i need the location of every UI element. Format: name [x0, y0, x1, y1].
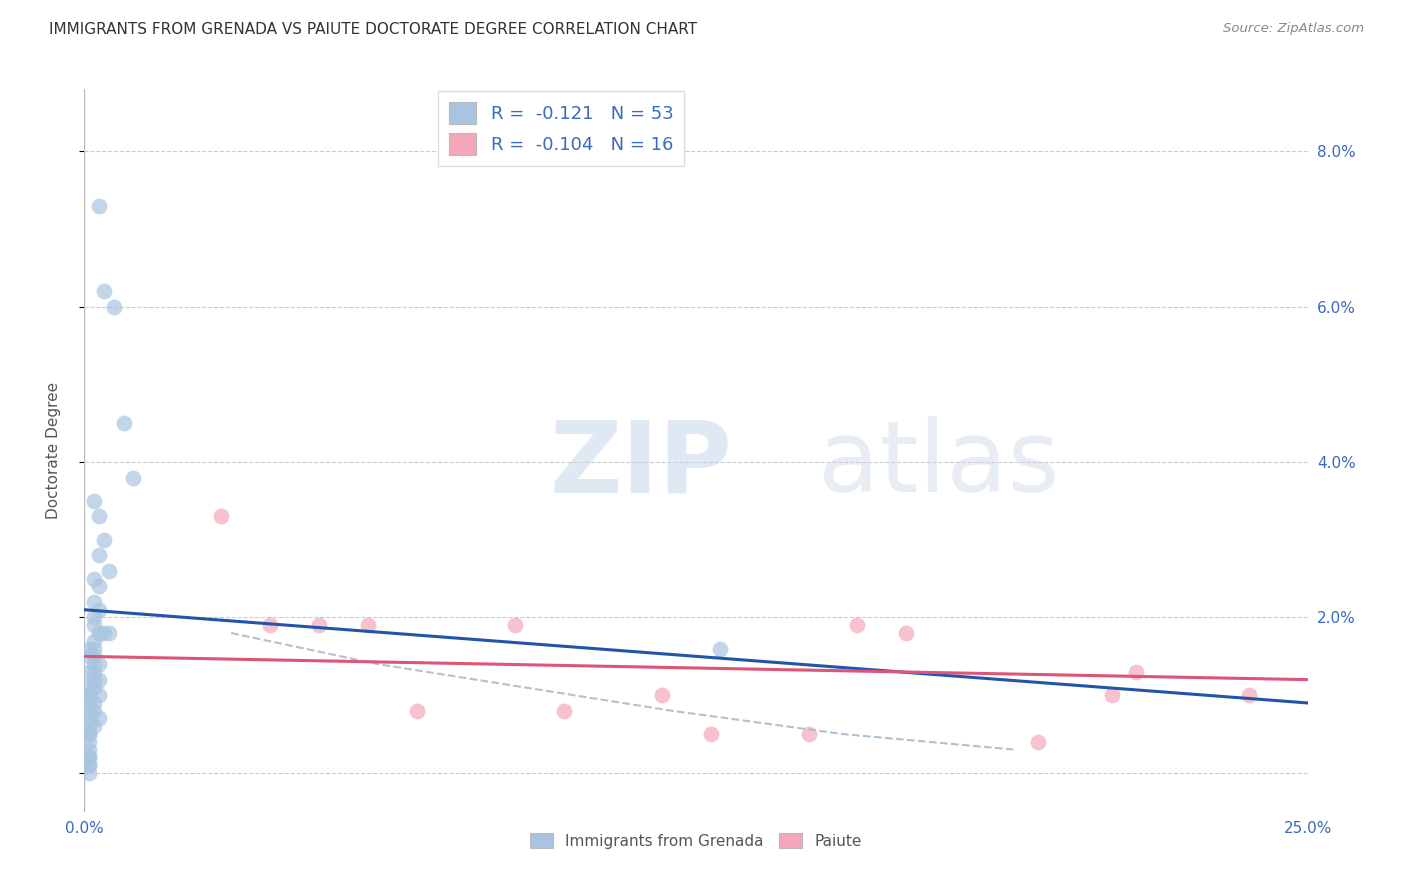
- Point: [77, 758, 100, 772]
- Point: [77, 758, 100, 772]
- Point: [77, 727, 100, 741]
- Point: [77, 735, 100, 749]
- Point: [896, 626, 918, 640]
- Text: Source: ZipAtlas.com: Source: ZipAtlas.com: [1223, 22, 1364, 36]
- Point: [77, 750, 100, 764]
- Point: [87, 509, 110, 524]
- Point: [1028, 735, 1050, 749]
- Text: atlas: atlas: [818, 417, 1060, 514]
- Point: [83, 633, 105, 648]
- Point: [93, 533, 115, 547]
- Point: [77, 688, 100, 702]
- Point: [77, 704, 100, 718]
- Point: [83, 494, 105, 508]
- Point: [83, 641, 105, 656]
- Point: [1125, 665, 1147, 679]
- Point: [77, 765, 100, 780]
- Point: [87, 688, 110, 702]
- Point: [357, 618, 380, 632]
- Point: [83, 681, 105, 695]
- Point: [83, 649, 105, 664]
- Point: [83, 719, 105, 733]
- Point: [83, 657, 105, 672]
- Point: [77, 665, 100, 679]
- Point: [77, 641, 100, 656]
- Point: [77, 750, 100, 764]
- Point: [87, 549, 110, 563]
- Point: [77, 696, 100, 710]
- Point: [699, 727, 721, 741]
- Point: [97, 626, 120, 640]
- Point: [651, 688, 673, 702]
- Point: [77, 681, 100, 695]
- Point: [846, 618, 869, 632]
- Point: [83, 595, 105, 609]
- Point: [97, 564, 120, 578]
- Point: [77, 688, 100, 702]
- Point: [209, 509, 232, 524]
- Point: [87, 657, 110, 672]
- Point: [77, 719, 100, 733]
- Point: [87, 199, 110, 213]
- Point: [93, 626, 115, 640]
- Point: [1101, 688, 1123, 702]
- Point: [77, 711, 100, 725]
- Point: [87, 673, 110, 687]
- Point: [93, 284, 115, 298]
- Point: [553, 704, 575, 718]
- Point: [1237, 688, 1260, 702]
- Point: [797, 727, 820, 741]
- Point: [87, 603, 110, 617]
- Point: [503, 618, 526, 632]
- Point: [87, 626, 110, 640]
- Point: [77, 649, 100, 664]
- Point: [103, 300, 125, 314]
- Point: [308, 618, 330, 632]
- Point: [709, 641, 731, 656]
- Point: [112, 417, 135, 431]
- Point: [83, 572, 105, 586]
- Point: [259, 618, 281, 632]
- Point: [122, 470, 145, 484]
- Point: [77, 727, 100, 741]
- Point: [83, 665, 105, 679]
- Point: [87, 579, 110, 593]
- Point: [83, 696, 105, 710]
- Y-axis label: Doctorate Degree: Doctorate Degree: [46, 382, 60, 519]
- Point: [83, 618, 105, 632]
- Text: ZIP: ZIP: [550, 417, 733, 514]
- Point: [83, 704, 105, 718]
- Point: [83, 673, 105, 687]
- Point: [87, 711, 110, 725]
- Point: [406, 704, 429, 718]
- Point: [77, 742, 100, 756]
- Legend: Immigrants from Grenada, Paiute: Immigrants from Grenada, Paiute: [524, 827, 868, 855]
- Point: [83, 610, 105, 624]
- Text: IMMIGRANTS FROM GRENADA VS PAIUTE DOCTORATE DEGREE CORRELATION CHART: IMMIGRANTS FROM GRENADA VS PAIUTE DOCTOR…: [49, 22, 697, 37]
